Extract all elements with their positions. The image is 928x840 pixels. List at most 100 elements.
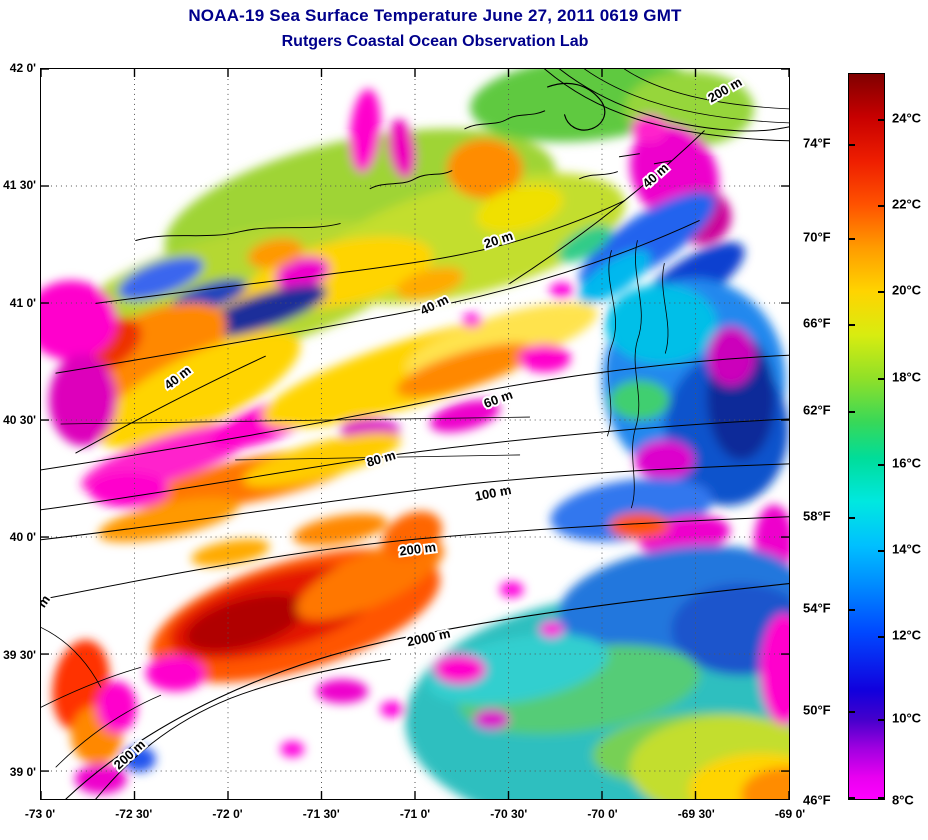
sst-patch (446, 138, 523, 199)
bathymetry-contour (509, 130, 705, 284)
celsius-tick-label: 10°C (892, 710, 922, 726)
depth-label: m (41, 592, 53, 610)
sst-patch (145, 655, 206, 692)
fahrenheit-tick-label: 46°F (803, 792, 831, 808)
lon-tick-label: -72 30' (115, 807, 153, 821)
lat-tick-label: 39 0' (9, 764, 36, 779)
header: NOAA-19 Sea Surface Temperature June 27,… (0, 6, 870, 51)
sst-patch (96, 331, 301, 449)
map-subtitle: Rutgers Coastal Ocean Observation Lab (281, 33, 589, 50)
fahrenheit-tick-label: 66°F (803, 315, 831, 331)
sst-patch (197, 284, 328, 338)
sst-patch (41, 280, 117, 361)
bathymetry-contour (464, 110, 546, 130)
colorbar-tick (849, 324, 855, 326)
sst-patch (427, 634, 609, 705)
sst-patch (88, 471, 169, 508)
fahrenheit-tick-label: 54°F (803, 600, 831, 616)
sst-patch (578, 249, 651, 303)
sst-patch (396, 267, 464, 300)
temperature-colorbar (848, 73, 885, 800)
bathymetry-contour (624, 69, 789, 110)
bathymetry-contour (60, 416, 531, 425)
colorbar-tick (878, 464, 884, 466)
colorbar-tick (849, 411, 855, 413)
colorbar-tick (849, 144, 855, 146)
bathymetry-contour (584, 69, 789, 124)
sst-patch (243, 432, 402, 488)
sst-patch (539, 621, 564, 638)
lon-tick-label: -71 0' (399, 807, 431, 821)
bathymetry-contour (631, 240, 642, 509)
celsius-tick-label: 8°C (892, 792, 914, 808)
sst-patch (380, 701, 405, 718)
sst-patch (461, 313, 482, 328)
colorbar-tick (878, 797, 884, 799)
celsius-tick-label: 18°C (892, 369, 922, 385)
sst-patch (185, 593, 306, 652)
sst-patch (741, 767, 789, 799)
sst-patch (96, 681, 137, 734)
sst-patch (605, 284, 718, 365)
fahrenheit-tick-label: 58°F (803, 508, 831, 524)
map-title: NOAA-19 Sea Surface Temperature June 27,… (188, 6, 682, 25)
bathymetry-contour (579, 171, 618, 180)
bathymetry-contour (547, 82, 606, 131)
depth-label: 100 m (474, 482, 513, 504)
fahrenheit-tick-label: 50°F (803, 702, 831, 718)
sst-patch (191, 539, 270, 567)
sst-patch (48, 354, 117, 446)
bathymetry-contour (41, 516, 789, 601)
sst-patch (316, 679, 369, 704)
sst-patch (557, 224, 612, 263)
lon-tick-label: -69 0' (774, 807, 806, 821)
sst-patch (395, 343, 534, 398)
sst-patch (247, 238, 303, 269)
colorbar-tick (849, 517, 855, 519)
colorbar-tick (878, 550, 884, 552)
bathymetry-contour (75, 355, 266, 454)
sst-patch (631, 114, 668, 143)
colorbar-tick (878, 205, 884, 207)
colorbar-tick (878, 291, 884, 293)
lon-tick-label: -72 0' (212, 807, 243, 821)
lat-tick-label: 40 30' (3, 412, 36, 427)
bathymetry-contour (55, 220, 700, 374)
sst-patch (74, 764, 127, 795)
axis-tick-marks (41, 69, 789, 799)
sst-patch (292, 513, 388, 546)
sst-patch (429, 399, 500, 433)
sst-patch (280, 741, 305, 758)
fahrenheit-tick-label: 62°F (803, 402, 831, 418)
bathymetry-contour (65, 583, 789, 799)
bathymetry-contour (135, 223, 341, 242)
sst-patch (671, 583, 789, 676)
fahrenheit-tick-label: 70°F (803, 229, 831, 245)
bathymetry-contours (41, 69, 789, 799)
bathymetry-contour (607, 250, 616, 437)
sst-patch (549, 282, 574, 299)
lat-tick-label: 42 0' (9, 61, 36, 75)
colorbar-tick (849, 609, 855, 611)
lat-tick-label: 40 0' (9, 530, 36, 545)
lon-tick-label: -70 30' (490, 807, 528, 821)
sst-patch (707, 326, 756, 387)
colorbar-tick (849, 711, 855, 713)
bathymetry-contour (544, 69, 789, 142)
bathymetry-contour (235, 454, 521, 461)
bathymetry-contour (559, 69, 789, 132)
sst-patch (275, 256, 330, 291)
lon-tick-label: -70 0' (587, 807, 618, 821)
colorbar-tick (849, 238, 855, 240)
sst-patch (609, 512, 670, 539)
sst-patch (609, 380, 670, 421)
sst-patch (382, 511, 443, 561)
bathymetry-contour (662, 263, 669, 354)
sst-patch (118, 256, 204, 300)
bathymetry-contour (95, 658, 391, 799)
bathymetry-contour (369, 170, 453, 190)
celsius-tick-label: 12°C (892, 627, 922, 643)
